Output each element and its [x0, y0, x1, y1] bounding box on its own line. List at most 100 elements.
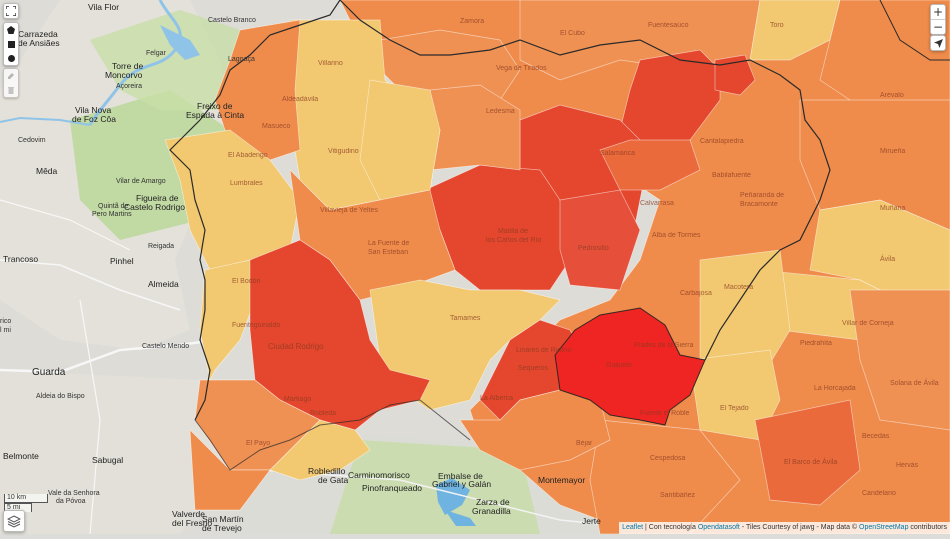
attribution-text: - Tiles Courtesy of jawg [739, 524, 815, 531]
zoom-out-button[interactable]: − [931, 19, 945, 34]
town-label: Figueira de [136, 193, 179, 203]
draw-polygon-button[interactable] [4, 23, 18, 37]
region-label: Fuentesaúco [648, 22, 689, 29]
region-label: Linares de Riofrío [516, 347, 572, 354]
zoom-in-button[interactable]: + [932, 5, 944, 19]
town-label: Cedovim [18, 137, 46, 144]
delete-layers-button[interactable] [4, 83, 18, 97]
town-label: Guarda [32, 367, 66, 378]
town-label: Pero Martins [92, 211, 132, 218]
town-label: Belmonte [3, 451, 39, 461]
region-label: Babilafuente [712, 172, 751, 179]
region-polygon [749, 0, 841, 61]
town-label: Castelo Mendo [142, 343, 190, 350]
road [0, 338, 216, 374]
region-label: El Payo [246, 440, 271, 447]
town-label: Granadilla [472, 506, 511, 516]
region-label: Salamanca [600, 150, 636, 157]
town-label: San Martín [202, 514, 244, 524]
region-label: Villarino [318, 60, 343, 67]
town-label: Vilar de Amargo [116, 178, 166, 185]
region-label: Ávila [880, 256, 896, 263]
region-label: Cantalapiedra [700, 138, 744, 145]
edit-layers-button[interactable] [4, 69, 18, 83]
town-label: Espada à Cinta [186, 110, 245, 120]
province-border [879, 0, 950, 61]
town-label: de Trevejo [202, 523, 242, 533]
choropleth-regions [164, 0, 950, 535]
region-label: Vega de Tirados [496, 65, 547, 72]
town-label: Torre de [112, 61, 144, 71]
region-label: Carbajosa [680, 290, 712, 297]
town-label: Carrazeda [18, 29, 58, 39]
town-label: de Gata [318, 475, 349, 485]
region-label: La Fuente de [368, 240, 410, 247]
region-label: Calvarrasa [640, 200, 674, 207]
region-label: El Barco de Ávila [784, 459, 838, 466]
town-label: Reigada [148, 243, 175, 250]
region-label: Solana de Ávila [890, 380, 939, 387]
region-label: Lumbrales [230, 180, 263, 187]
layers-icon [7, 515, 21, 528]
locate-button[interactable] [930, 35, 946, 51]
attribution-text: | Con tecnología [643, 524, 698, 531]
region-label: El Bodón [232, 278, 261, 285]
openstreetmap-link[interactable]: OpenStreetMap [859, 524, 909, 531]
region-label: Sequeros [518, 365, 548, 372]
town-label: Açoreira [116, 83, 143, 90]
town-label: Robledillo [308, 466, 346, 476]
region-label: Vitigudino [328, 148, 359, 155]
fullscreen-button[interactable] [3, 3, 19, 19]
town-label: Valverde [172, 509, 205, 519]
polygon-icon [7, 26, 15, 34]
region-label: Hervás [896, 462, 919, 469]
region-label: Becedas [862, 433, 890, 440]
edit-icon [8, 73, 14, 79]
region-label: Masueco [262, 123, 291, 130]
region-label: Zamora [460, 18, 485, 25]
region-label: El Tejado [720, 405, 749, 412]
region-label: Aldeadávila [282, 96, 319, 103]
town-label: rico [0, 318, 12, 325]
town-label: Trancoso [3, 254, 39, 264]
region-polygon-highest [554, 307, 706, 426]
draw-circle-button[interactable] [4, 51, 18, 65]
region-label: Tamames [450, 315, 481, 322]
region-label: Matilla de [498, 228, 528, 235]
region-label: Ciudad Rodrigo [268, 342, 324, 351]
town-label: Lagoaça [228, 56, 255, 63]
town-label: da Póvoa [56, 498, 86, 505]
town-label: Castelo Rodrigo [124, 202, 185, 212]
province-border [339, 0, 831, 361]
edit-toolbar [3, 68, 19, 98]
national-border [169, 0, 341, 421]
trash-icon [8, 87, 14, 94]
navigation-arrow-icon [933, 38, 943, 48]
layers-button[interactable] [3, 510, 25, 532]
town-label: Embalse de [438, 471, 483, 481]
region-label: Frades de la Sierra [634, 342, 694, 349]
river [0, 116, 91, 126]
region-polygon [699, 249, 791, 381]
town-label: Gabriel y Galán [432, 479, 492, 489]
reservoir [436, 478, 470, 515]
region-label: El Abadengo [228, 152, 268, 159]
region-polygon [754, 399, 861, 506]
basemap-land [0, 370, 230, 534]
region-label: Guijuelo [606, 362, 632, 369]
region-label: Villavieja de Yeltes [320, 207, 378, 214]
region-polygon [459, 389, 611, 471]
region-label: Pedrosillo [578, 245, 609, 252]
town-label: del Fresno [172, 518, 213, 528]
region-label: Fuente el Roble [640, 410, 690, 417]
fullscreen-icon [6, 6, 16, 16]
region-label: San Esteban [368, 249, 409, 256]
town-label: Zarza de [476, 497, 510, 507]
opendatasoft-link[interactable]: Opendatasoft [697, 524, 740, 531]
region-label: Piedrahíta [800, 340, 832, 347]
draw-rectangle-button[interactable] [4, 37, 18, 51]
leaflet-link[interactable]: Leaflet [622, 524, 644, 531]
river [88, 0, 182, 126]
